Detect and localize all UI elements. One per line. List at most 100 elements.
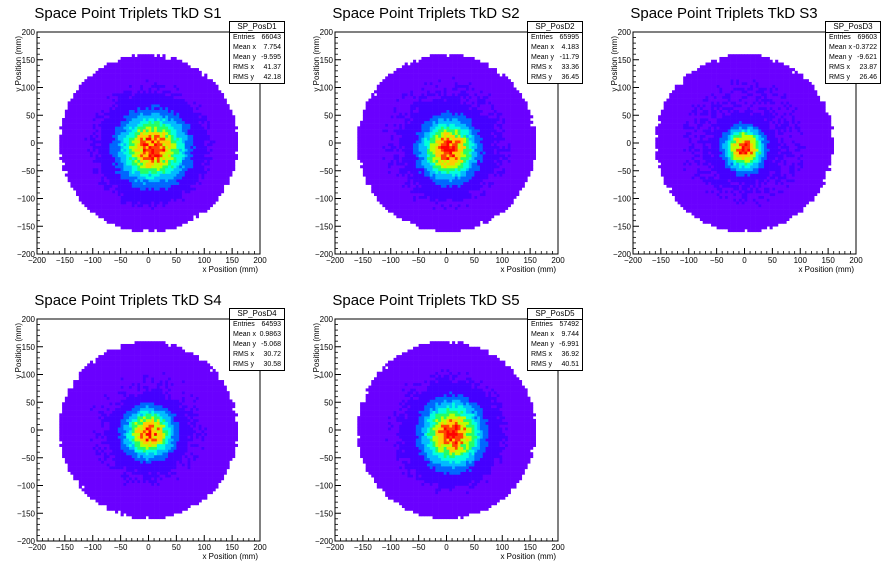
histogram-bin xyxy=(62,165,66,169)
histogram-bin xyxy=(382,156,386,160)
histogram-bin xyxy=(421,181,425,185)
histogram-bin xyxy=(413,62,417,66)
histogram-bin xyxy=(232,151,236,155)
histogram-bin xyxy=(382,79,386,83)
histogram-bin xyxy=(407,179,411,183)
histogram-bin xyxy=(117,165,121,169)
histogram-bin xyxy=(415,62,419,66)
histogram-bin xyxy=(98,98,102,102)
histogram-bin xyxy=(390,181,394,185)
histogram-bin xyxy=(204,198,208,202)
histogram-bin xyxy=(438,95,442,99)
histogram-bin xyxy=(387,162,392,166)
histogram-bin xyxy=(220,120,225,124)
histogram-bin xyxy=(151,198,155,202)
histogram-bin xyxy=(115,73,119,77)
histogram-bin xyxy=(368,123,372,127)
histogram-bin xyxy=(115,215,119,219)
histogram-bin xyxy=(84,129,88,133)
histogram-bin xyxy=(64,165,68,169)
histogram-bin xyxy=(201,173,205,177)
histogram-bin xyxy=(137,123,141,127)
histogram-bin xyxy=(432,101,436,105)
x-tick-label: −50 xyxy=(114,256,128,265)
histogram-bin xyxy=(145,145,149,149)
histogram-bin xyxy=(115,79,119,83)
histogram-bin xyxy=(404,181,408,185)
histogram-bin xyxy=(120,109,124,113)
histogram-bin xyxy=(365,115,369,119)
histogram-bin xyxy=(413,167,417,172)
histogram-bin xyxy=(67,131,71,135)
histogram-bin xyxy=(176,179,180,183)
histogram-bin xyxy=(103,179,107,183)
histogram-bin xyxy=(421,62,425,66)
histogram-bin xyxy=(223,120,227,124)
histogram-bin xyxy=(435,192,439,197)
histogram-bin xyxy=(148,123,152,127)
histogram-bin xyxy=(98,148,102,152)
histogram-bin xyxy=(429,81,433,86)
histogram-bin xyxy=(365,131,369,135)
histogram-bin xyxy=(382,101,386,105)
histogram-bin xyxy=(396,115,400,119)
histogram-bin xyxy=(424,195,428,199)
histogram-bin xyxy=(115,123,119,127)
histogram-bin xyxy=(393,201,397,205)
histogram-bin xyxy=(59,151,63,155)
histogram-bin xyxy=(89,87,94,91)
histogram-bin xyxy=(101,95,105,99)
histogram-bin xyxy=(413,206,417,210)
histogram-bin xyxy=(145,151,149,155)
histogram-bin xyxy=(156,215,160,219)
histogram-bin xyxy=(407,140,411,144)
histogram-bin xyxy=(84,143,88,147)
histogram-bin xyxy=(220,109,225,113)
histogram-bin xyxy=(84,104,88,108)
histogram-bin xyxy=(396,131,400,135)
histogram-bin xyxy=(193,204,197,208)
histogram-bin xyxy=(399,118,403,122)
histogram-bin xyxy=(421,162,425,166)
histogram-bin xyxy=(95,112,99,116)
histogram-bin xyxy=(101,73,105,77)
histogram-bin xyxy=(396,170,400,174)
histogram-bin xyxy=(374,120,378,124)
histogram-bin xyxy=(168,156,172,160)
histogram-bin xyxy=(78,115,82,119)
histogram-bin xyxy=(117,62,121,66)
histogram-bin xyxy=(131,79,135,83)
histogram-bin xyxy=(123,81,127,86)
histogram-bin xyxy=(120,159,124,163)
histogram-bin xyxy=(418,79,422,83)
histogram-bin xyxy=(415,65,419,69)
histogram-bin xyxy=(184,109,188,113)
histogram-bin xyxy=(151,134,155,138)
stats-row: RMS x 41.37 xyxy=(230,63,284,73)
histogram-bin xyxy=(424,217,428,221)
histogram-bin xyxy=(365,126,369,130)
histogram-bin xyxy=(134,115,138,119)
histogram-bin xyxy=(151,156,155,160)
histogram-bin xyxy=(64,112,68,116)
histogram-bin xyxy=(424,198,428,202)
histogram-bin xyxy=(212,179,216,183)
histogram-bin xyxy=(212,173,216,177)
histogram-bin xyxy=(396,81,400,86)
histogram-bin xyxy=(204,204,208,208)
histogram-bin xyxy=(145,190,149,194)
histogram-bin xyxy=(223,181,227,185)
histogram-bin xyxy=(215,195,219,199)
histogram-bin xyxy=(440,184,445,188)
histogram-bin xyxy=(184,209,188,213)
histogram-bin xyxy=(404,126,408,130)
histogram-bin xyxy=(176,170,180,174)
histogram-bin xyxy=(73,134,77,138)
histogram-bin xyxy=(379,167,383,172)
histogram-bin xyxy=(89,209,94,213)
histogram-bin xyxy=(179,201,183,205)
histogram-bin xyxy=(440,65,445,69)
histogram-bin xyxy=(162,143,166,147)
histogram-bin xyxy=(112,76,116,80)
histogram-bin xyxy=(407,104,411,108)
